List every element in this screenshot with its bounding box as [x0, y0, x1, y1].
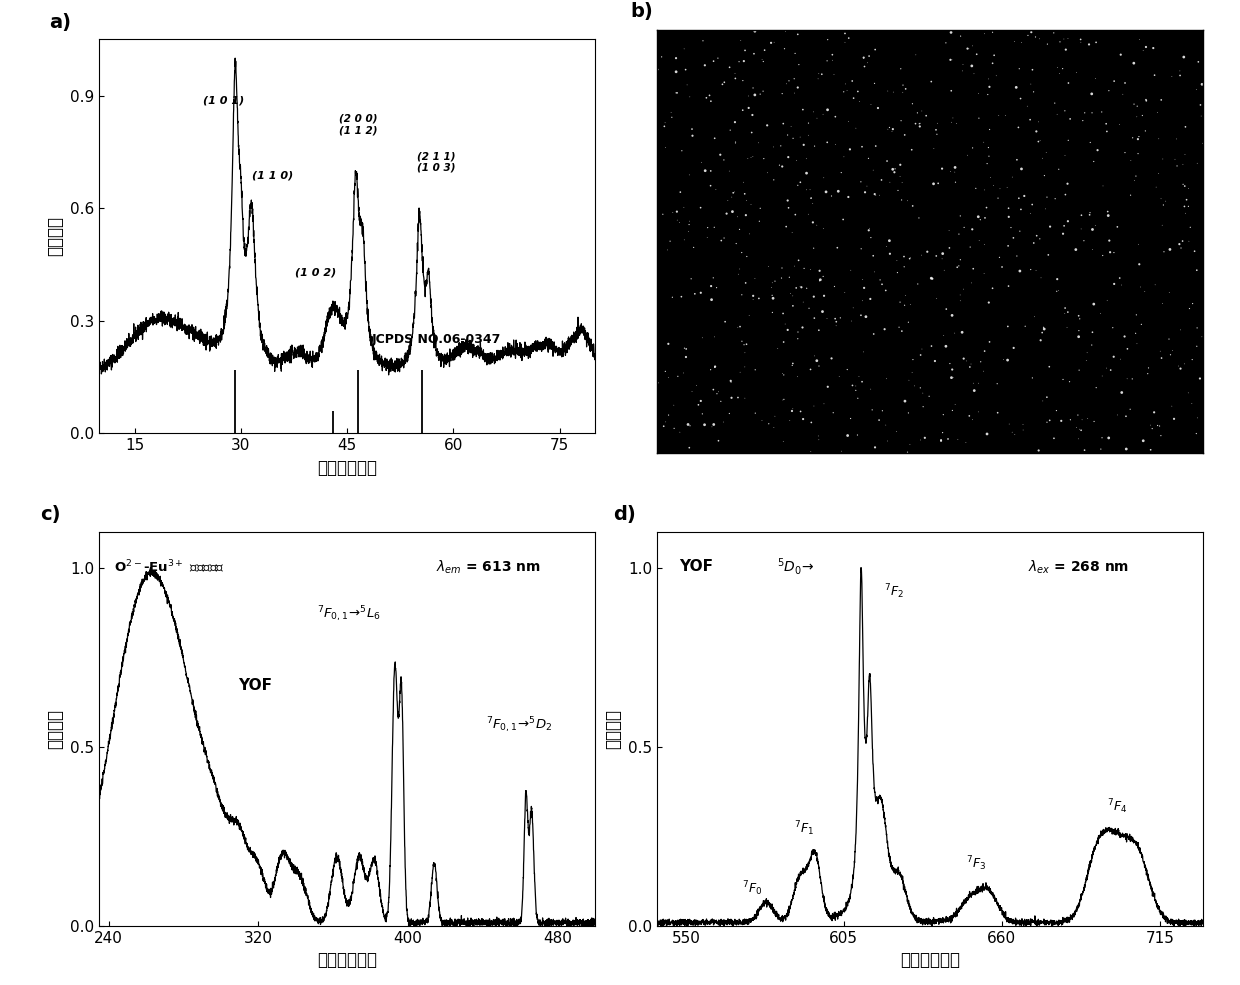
Point — [1125, 97, 1145, 112]
Point — [1003, 340, 1023, 356]
Point — [898, 193, 918, 209]
Point — [838, 427, 858, 443]
Point — [950, 208, 970, 224]
Point — [1070, 32, 1090, 47]
Point — [841, 411, 861, 427]
Point — [1131, 316, 1151, 332]
Point — [1014, 188, 1034, 204]
Point — [1183, 296, 1203, 311]
Text: (2 1 1)
(1 0 3): (2 1 1) (1 0 3) — [417, 151, 455, 172]
Text: $^7F_1$: $^7F_1$ — [794, 819, 813, 837]
Point — [742, 197, 761, 213]
Point — [1123, 55, 1143, 71]
Point — [732, 333, 751, 349]
Point — [1070, 422, 1090, 437]
Point — [737, 207, 756, 223]
Point — [675, 231, 694, 247]
Point — [743, 288, 763, 303]
Point — [872, 172, 892, 188]
Point — [1094, 178, 1114, 194]
Point — [676, 341, 696, 357]
Point — [812, 303, 832, 319]
Point — [1021, 112, 1040, 128]
Point — [1021, 76, 1040, 92]
Point — [854, 49, 874, 65]
Text: $^5D_0\!\rightarrow$: $^5D_0\!\rightarrow$ — [777, 556, 815, 576]
Point — [693, 33, 713, 48]
Point — [1060, 412, 1080, 427]
Point — [826, 311, 846, 327]
Point — [924, 141, 944, 157]
Point — [678, 417, 698, 432]
Point — [846, 378, 866, 394]
Point — [977, 156, 997, 171]
Point — [843, 91, 863, 106]
Point — [817, 53, 837, 69]
Point — [790, 174, 810, 190]
Point — [801, 361, 821, 377]
Point — [863, 248, 883, 264]
Point — [962, 222, 982, 237]
Point — [835, 285, 854, 300]
Point — [773, 260, 792, 276]
Point — [833, 212, 853, 228]
Point — [735, 186, 755, 202]
Point — [1086, 71, 1106, 87]
Point — [775, 316, 795, 332]
Point — [1034, 319, 1054, 335]
Point — [998, 278, 1018, 294]
Point — [971, 212, 991, 228]
Point — [863, 163, 883, 178]
Point — [942, 52, 962, 68]
Point — [734, 53, 754, 69]
Point — [955, 220, 975, 235]
Point — [1047, 403, 1066, 419]
Point — [1071, 423, 1091, 438]
Point — [1142, 421, 1162, 436]
Point — [1078, 411, 1097, 427]
Point — [903, 96, 923, 111]
Point — [856, 309, 875, 325]
Point — [1127, 98, 1147, 114]
Point — [730, 261, 750, 277]
Point — [1027, 263, 1047, 279]
Point — [764, 172, 784, 188]
Point — [1092, 368, 1112, 384]
Point — [763, 288, 782, 303]
Point — [1030, 332, 1050, 348]
Point — [804, 215, 823, 230]
Point — [947, 431, 967, 447]
Point — [998, 318, 1018, 334]
Point — [936, 339, 956, 355]
Point — [782, 401, 802, 417]
Point — [1127, 109, 1147, 125]
Point — [1146, 277, 1166, 293]
Point — [774, 367, 794, 383]
Point — [911, 341, 931, 357]
Point — [1059, 132, 1079, 148]
Point — [728, 390, 748, 406]
Point — [1059, 75, 1079, 91]
Point — [1101, 362, 1121, 378]
Point — [993, 352, 1013, 367]
Point — [852, 374, 872, 390]
Point — [868, 100, 888, 116]
Point — [1029, 31, 1049, 46]
Point — [849, 94, 869, 109]
Point — [680, 167, 699, 183]
Point — [839, 142, 859, 158]
Point — [894, 297, 914, 313]
Point — [1060, 374, 1080, 390]
Point — [998, 200, 1018, 216]
Text: $\lambda_{em}$ = 613 nm: $\lambda_{em}$ = 613 nm — [436, 558, 542, 575]
Point — [988, 190, 1008, 206]
Point — [1153, 197, 1173, 213]
Point — [663, 397, 683, 413]
Point — [782, 288, 802, 303]
Point — [910, 118, 930, 134]
Point — [910, 115, 930, 131]
Point — [735, 345, 755, 361]
Point — [1149, 419, 1169, 434]
Point — [998, 238, 1018, 254]
Point — [1111, 352, 1131, 367]
